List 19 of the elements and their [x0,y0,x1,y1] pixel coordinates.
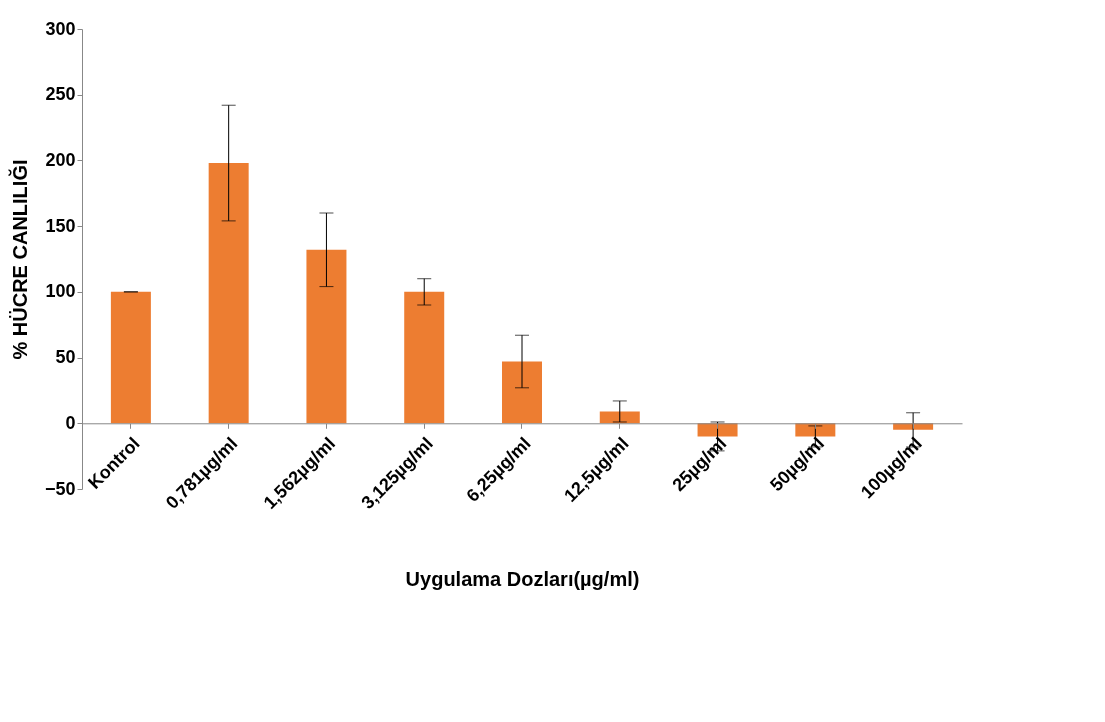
y-tick-label: 200 [45,149,76,170]
bar [697,423,738,437]
bar [502,361,542,424]
y-tick-label: 100 [45,281,76,302]
y-tick-label: 300 [45,18,76,39]
y-tick-label: 0 [65,412,76,433]
bar [795,423,836,437]
bar [208,163,249,424]
y-axis-title: % HÜCRE CANLILIĞI [7,159,31,360]
bar [404,291,445,424]
bar [110,291,151,424]
bar [306,249,347,424]
x-axis-title: Uygulama Dozları(µg/ml) [405,567,640,590]
y-tick-label: 50 [55,347,76,368]
y-tick-label: −50 [44,478,76,499]
bar [599,411,640,424]
y-tick-label: 250 [45,84,76,105]
bar [893,423,934,430]
y-tick-label: 150 [45,215,76,236]
